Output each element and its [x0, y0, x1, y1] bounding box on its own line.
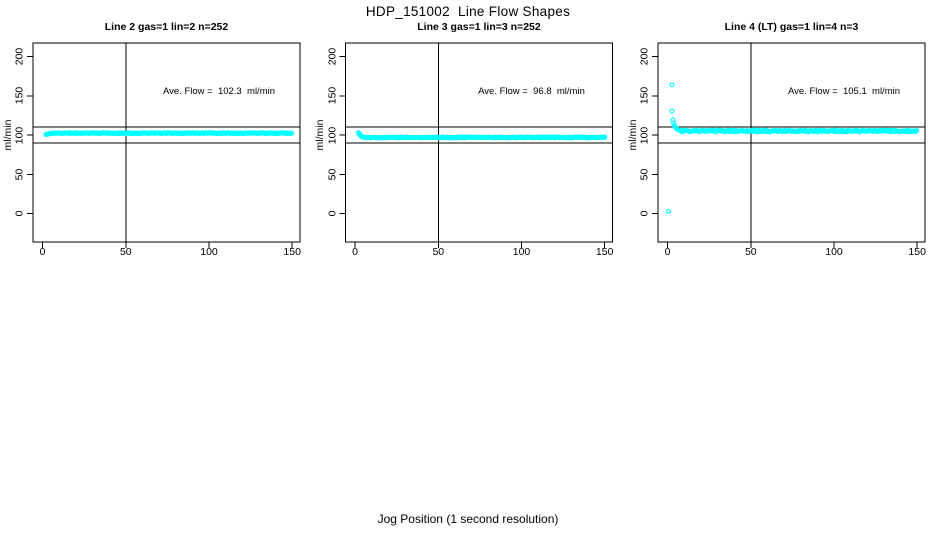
x-tick-label: 0	[352, 246, 359, 258]
x-tick-label: 150	[908, 246, 926, 258]
y-tick-label: 0	[638, 210, 651, 217]
y-tick-label: 150	[13, 86, 26, 105]
x-tick-label: 100	[512, 246, 531, 258]
x-tick-label: 0	[664, 246, 671, 258]
y-tick-label: 150	[326, 86, 338, 105]
y-tick-label: 50	[326, 168, 338, 181]
x-tick-label: 50	[744, 246, 757, 258]
x-tick-label: 50	[432, 246, 445, 258]
panel-title: Line 2 gas=1 lin=2 n=252	[104, 21, 229, 33]
x-tick-label: 150	[595, 246, 614, 258]
x-tick-label: 50	[119, 246, 132, 258]
y-tick-label: 100	[638, 126, 651, 144]
y-tick-label: 0	[13, 210, 26, 217]
y-axis-label: ml/min	[314, 119, 326, 151]
data-points	[665, 82, 920, 215]
y-tick-label: 0	[326, 210, 338, 217]
y-tick-label: 100	[13, 126, 26, 144]
y-tick-label: 50	[638, 168, 651, 181]
panel-title: Line 3 gas=1 lin=3 n=252	[417, 21, 541, 33]
ave-flow-annotation: Ave. Flow = 102.3 ml/min	[162, 86, 276, 97]
y-tick-label: 200	[638, 47, 651, 66]
panel-3	[652, 42, 926, 248]
panel-2	[339, 42, 613, 248]
y-tick-label: 150	[638, 86, 651, 105]
y-tick-label: 200	[326, 47, 338, 66]
x-tick-label: 100	[825, 246, 843, 258]
y-tick-label: 50	[13, 168, 26, 181]
x-tick-label: 150	[283, 246, 301, 258]
y-tick-label: 100	[326, 126, 338, 144]
panel-title: Line 4 (LT) gas=1 lin=4 n=3	[724, 21, 859, 33]
x-tick-label: 100	[200, 246, 218, 258]
ave-flow-annotation: Ave. Flow = 105.1 ml/min	[787, 86, 901, 97]
x-tick-label: 0	[39, 246, 46, 258]
y-axis-label: ml/min	[1, 119, 14, 151]
y-axis-label: ml/min	[626, 119, 639, 151]
figure-title: HDP_151002 Line Flow Shapes	[365, 4, 571, 19]
data-points	[43, 130, 295, 138]
panel-1	[27, 42, 301, 248]
y-tick-label: 200	[13, 47, 26, 66]
x-axis-label: Jog Position (1 second resolution)	[377, 512, 559, 526]
ave-flow-annotation: Ave. Flow = 96.8 ml/min	[478, 86, 585, 97]
data-points	[355, 130, 608, 141]
